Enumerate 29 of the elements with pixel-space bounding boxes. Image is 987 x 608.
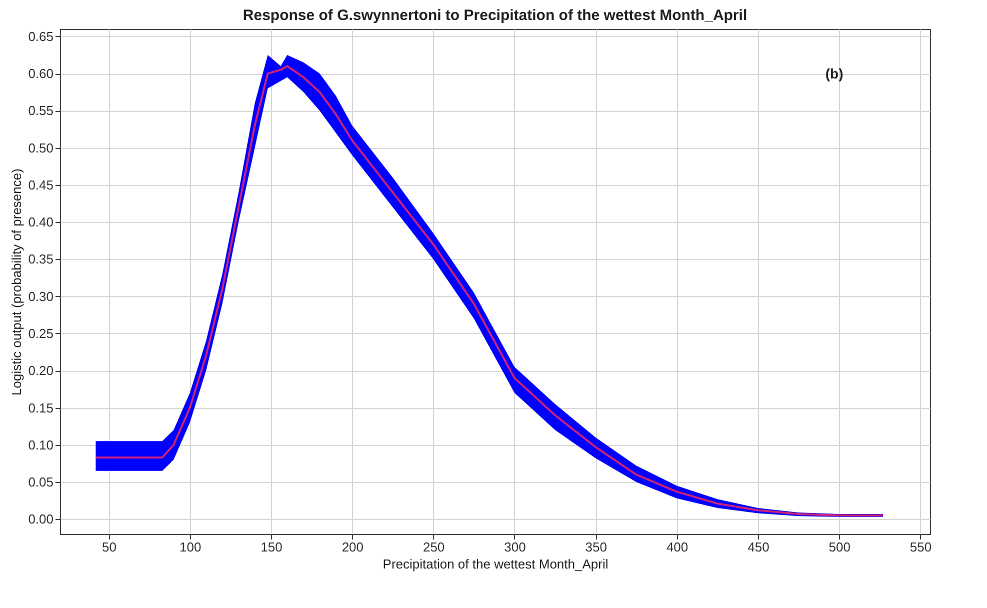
- y-tick-label: 0.05: [28, 474, 54, 490]
- x-tick-label: 50: [102, 540, 116, 554]
- y-tick-label: 0.30: [28, 288, 54, 304]
- x-tick-label: 450: [748, 540, 770, 554]
- annotation: (b): [825, 65, 844, 82]
- y-tick-label: 0.10: [28, 437, 54, 452]
- y-tick-label: 0.65: [28, 28, 54, 44]
- y-axis-title: Logistic output (probability of presence): [9, 168, 24, 396]
- x-tick-label: 500: [828, 540, 850, 554]
- x-tick-label: 100: [180, 540, 202, 554]
- y-tick-label: 0.50: [28, 140, 54, 156]
- y-tick-label: 0.45: [28, 177, 54, 192]
- chart-title: Response of G.swynnertoni to Precipitation of the wettest Month_April: [242, 7, 748, 24]
- y-tick-label: 0.25: [28, 326, 54, 341]
- y-tick-label: 0.60: [28, 66, 54, 82]
- x-axis-title: Precipitation of the wettest Month_April: [382, 556, 608, 572]
- y-tick-label: 0.55: [28, 103, 54, 118]
- y-tick-label: 0.20: [28, 363, 54, 378]
- x-tick-label: 200: [342, 540, 364, 554]
- x-tick-label: 350: [585, 540, 607, 554]
- x-tick-label: 400: [666, 540, 688, 554]
- y-tick-label: 0.15: [28, 400, 54, 416]
- y-tick-label: 0.00: [28, 512, 54, 527]
- x-tick-label: 250: [422, 540, 445, 554]
- y-tick-label: 0.40: [28, 214, 54, 230]
- x-tick-label: 150: [260, 540, 282, 554]
- y-tick-label: 0.35: [28, 252, 54, 267]
- x-tick-label: 550: [910, 540, 932, 554]
- x-tick-label: 300: [504, 540, 526, 554]
